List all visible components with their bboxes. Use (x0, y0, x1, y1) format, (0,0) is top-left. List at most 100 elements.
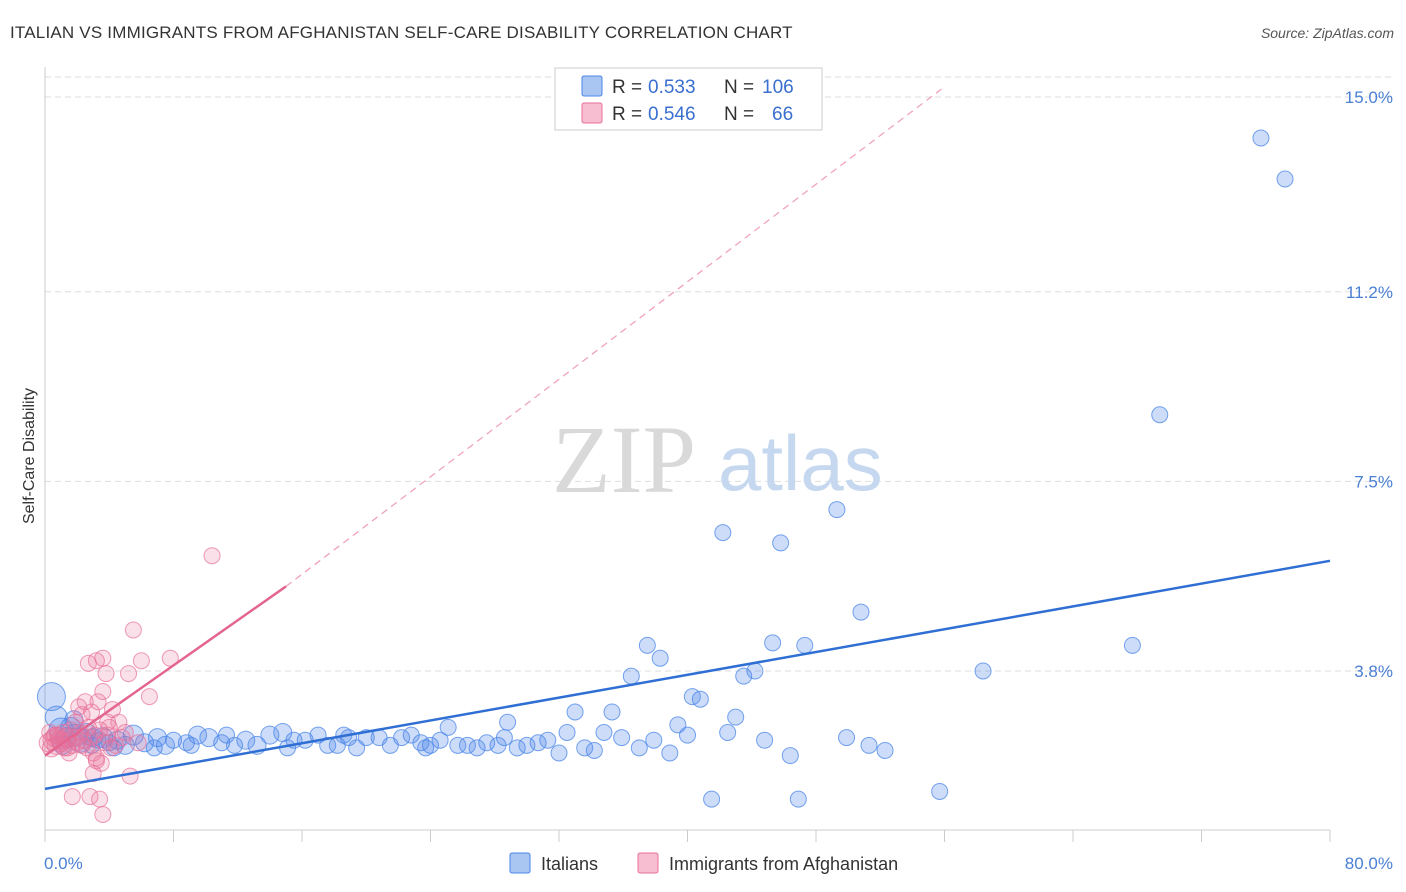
afghan-point (73, 736, 91, 754)
watermark-atlas: atlas (718, 419, 883, 507)
italians-point (417, 739, 435, 757)
bottom-legend: Italians Immigrants from Afghanistan (509, 852, 898, 874)
watermark-zip: ZIP (552, 406, 696, 513)
watermark: ZIP atlas (552, 406, 883, 513)
x-tick-label-min: 0.0% (44, 854, 83, 873)
italians-point (449, 736, 467, 754)
italians-point (781, 747, 799, 765)
afghan-point (87, 752, 105, 770)
afghan-point (120, 665, 138, 683)
italians-point (595, 724, 613, 741)
legend-italians-r-label: R = (612, 77, 642, 98)
italians-point (852, 603, 870, 621)
afghan-point (94, 649, 112, 667)
italians-point (1123, 636, 1141, 654)
italians-trendline (44, 559, 1331, 791)
italians-point (218, 726, 236, 744)
italians-point (165, 731, 182, 749)
italians-point (931, 782, 949, 800)
italians-point (188, 725, 208, 745)
italians-point (727, 708, 745, 726)
italians-point (796, 636, 814, 654)
italians-point (518, 736, 536, 754)
afghan-point (140, 688, 158, 706)
legend-italians-swatch (581, 75, 603, 97)
bottom-legend-italians-swatch (509, 852, 531, 874)
legend-afghan-n-value: 66 (772, 104, 793, 125)
afghan-point (89, 693, 107, 711)
y-tick-label: 7.5% (1354, 472, 1393, 491)
series-afghan (38, 547, 221, 823)
bottom-legend-italians-label: Italians (541, 854, 598, 874)
afghan-point (102, 739, 120, 757)
italians-point (566, 703, 584, 721)
italians-point (145, 739, 163, 757)
bottom-legend-afghan-label: Immigrants from Afghanistan (669, 854, 898, 874)
afghan-trendline (44, 585, 287, 757)
italians-point (495, 729, 513, 747)
afghan-point (76, 693, 94, 711)
italians-point (468, 739, 486, 757)
legend-italians-n-label: N = (724, 77, 754, 98)
legend-italians-r-value: 0.533 (648, 77, 696, 98)
italians-point (638, 636, 656, 654)
grid (45, 76, 1392, 672)
afghan-point (99, 713, 117, 731)
italians-point (147, 728, 167, 748)
italians-point (431, 731, 449, 749)
italians-point (550, 744, 568, 762)
italians-point (529, 734, 547, 752)
italians-point (393, 729, 411, 747)
chart-title: ITALIAN VS IMMIGRANTS FROM AFGHANISTAN S… (10, 23, 793, 42)
italians-point (576, 739, 594, 757)
italians-point (177, 734, 195, 752)
italians-point (412, 734, 430, 752)
italians-point (319, 736, 337, 754)
afghan-point (116, 724, 134, 741)
x-tick-label-max: 80.0% (1345, 854, 1393, 873)
afghan-point (79, 654, 97, 672)
afghan-point (83, 703, 101, 721)
italians-point (622, 667, 640, 685)
italians-point (691, 690, 709, 708)
afghan-point (121, 767, 139, 785)
italians-point (746, 662, 764, 680)
legend-afghan-r-value: 0.546 (648, 104, 696, 125)
italians-point (1252, 129, 1270, 147)
italians-point (439, 718, 457, 736)
italians-point (613, 729, 631, 747)
y-tick-label: 3.8% (1354, 662, 1393, 681)
italians-point (1151, 406, 1169, 424)
afghan-point (94, 683, 112, 700)
italians-point (478, 734, 496, 752)
italians-point (585, 741, 603, 759)
x-ticks (44, 830, 1331, 842)
afghan-point (94, 806, 112, 823)
afghan-point (129, 734, 147, 752)
y-tick-label: 11.2% (1346, 283, 1393, 302)
italians-point (714, 524, 732, 542)
italians-point (735, 667, 753, 685)
italians-point (182, 736, 200, 754)
italians-point (458, 736, 476, 754)
afghan-point (113, 729, 131, 747)
italians-point (772, 534, 790, 552)
italians-point (630, 739, 648, 757)
legend-afghan-r-label: R = (612, 104, 642, 125)
y-axis-label: Self-Care Disability (21, 388, 38, 524)
italians-point (876, 741, 894, 759)
afghan-point (46, 726, 64, 744)
italians-point (974, 662, 992, 680)
italians-point (828, 501, 846, 519)
afghan-point (91, 790, 109, 808)
y-tick-labels: 3.8% 7.5% 11.2% 15.0% (1345, 88, 1393, 681)
italians-point (236, 730, 256, 750)
y-tick-label: 15.0% (1345, 88, 1393, 107)
italians-point (661, 744, 679, 762)
afghan-point (124, 621, 142, 639)
italians-point (679, 726, 696, 744)
italians-point (838, 729, 856, 747)
italians-point (135, 733, 155, 753)
trendlines (44, 86, 1331, 791)
